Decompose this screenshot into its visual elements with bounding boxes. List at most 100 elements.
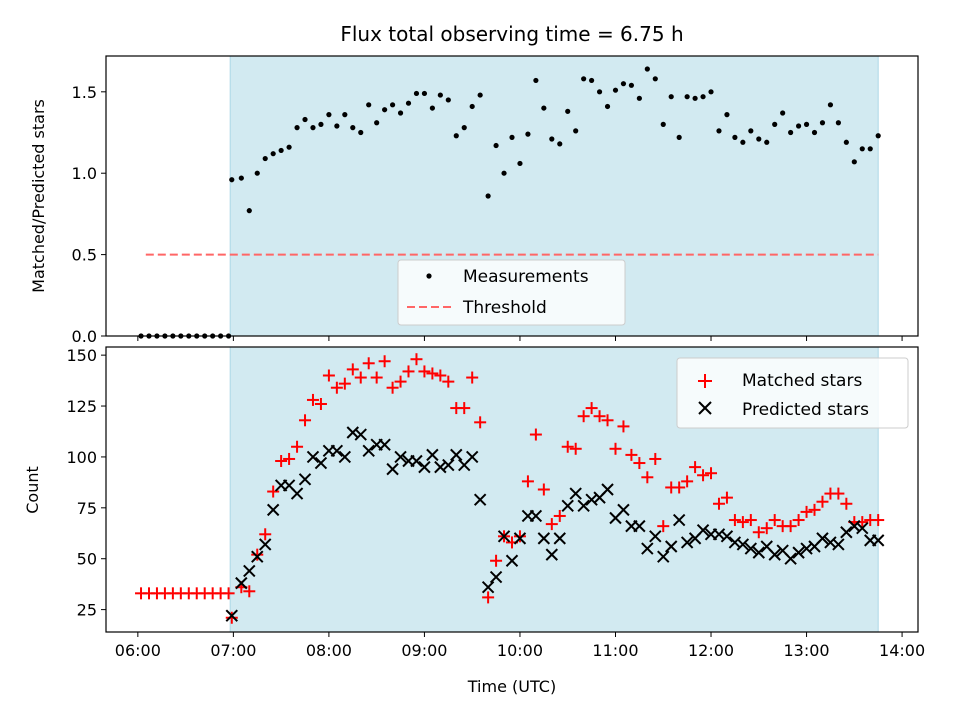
predicted-point	[505, 554, 519, 567]
predicted-point	[720, 530, 734, 543]
predicted-point	[426, 448, 439, 462]
matched-point	[442, 375, 455, 388]
matched-point	[553, 509, 566, 522]
measurement-point	[620, 81, 627, 87]
predicted-point	[378, 438, 391, 451]
measurement-point	[867, 146, 873, 152]
measurement-point	[684, 94, 690, 100]
predicted-point	[418, 460, 431, 474]
top-panel: 0.0 0.5 1.0 1.5 Matched/Predicted stars Mea…	[29, 55, 919, 346]
measurement-point	[397, 110, 404, 116]
matched-point	[601, 414, 614, 427]
matched-point	[872, 514, 885, 527]
predicted-point	[243, 564, 256, 578]
x-tick-label: 13:00	[783, 641, 829, 660]
predicted-point	[386, 462, 399, 476]
measurement-point	[716, 128, 722, 134]
bottom-y-tick-label: 50	[77, 550, 97, 569]
matched-point	[808, 503, 821, 516]
predicted-point	[792, 546, 805, 559]
measurement-point	[445, 97, 451, 103]
predicted-point	[290, 487, 304, 500]
measurement-point	[254, 170, 260, 176]
measurement-point	[437, 92, 443, 98]
measurement-point	[859, 146, 865, 152]
measurement-point	[827, 102, 834, 108]
measurement-point	[541, 105, 547, 111]
legend-matched-marker	[698, 374, 712, 388]
matched-point	[537, 483, 550, 496]
measurement-point	[652, 76, 658, 82]
measurement-point	[493, 142, 499, 149]
measurement-point	[668, 94, 674, 100]
matched-point	[394, 375, 407, 388]
matched-point	[736, 516, 749, 529]
matched-point	[784, 520, 797, 533]
matched-point	[283, 452, 296, 465]
measurement-point	[262, 155, 268, 162]
measurement-point	[477, 92, 483, 98]
matched-point	[585, 402, 598, 415]
matched-point	[545, 518, 558, 531]
measurement-point	[318, 121, 324, 127]
predicted-point	[465, 450, 479, 464]
matched-point	[529, 428, 542, 441]
predicted-point	[736, 538, 750, 551]
measurement-point	[302, 116, 308, 123]
predicted-point	[330, 444, 344, 458]
measurement-point	[389, 102, 396, 108]
matched-point	[744, 514, 757, 527]
predicted-point	[871, 534, 885, 547]
matched-point	[728, 514, 741, 527]
predicted-point	[298, 473, 312, 486]
predicted-point	[696, 524, 710, 537]
matched-point	[792, 514, 805, 527]
measurement-point	[421, 90, 428, 97]
measurement-point	[756, 136, 762, 142]
measurement-point	[780, 110, 786, 116]
predicted-point	[410, 454, 423, 468]
matched-point	[402, 365, 415, 378]
measurement-point	[764, 139, 770, 145]
predicted-point	[450, 448, 463, 462]
x-tick-label: 14:00	[879, 641, 925, 660]
top-y-tick-label: 1.0	[72, 164, 97, 183]
x-tick-label: 09:00	[401, 641, 447, 660]
x-axis-label: Time (UTC)	[467, 677, 556, 696]
measurement-point	[875, 133, 881, 139]
predicted-point	[537, 532, 551, 545]
measurement-point	[413, 90, 420, 97]
measurement-point	[326, 112, 332, 118]
matched-point	[291, 440, 304, 453]
bottom-y-tick-label: 125	[66, 397, 97, 416]
measurement-point	[334, 123, 340, 129]
matched-point	[225, 611, 238, 624]
measurement-point	[636, 95, 642, 101]
measurement-point	[405, 100, 412, 106]
measurement-point	[811, 129, 818, 136]
matched-point	[418, 365, 431, 378]
matched-point	[561, 440, 574, 453]
matched-point	[625, 448, 638, 461]
measurement-point	[278, 147, 284, 154]
matched-point	[697, 469, 710, 482]
measurement-point	[238, 175, 244, 181]
predicted-point	[617, 503, 630, 517]
top-y-tick-label: 1.5	[72, 83, 97, 102]
matched-point	[482, 591, 495, 604]
top-plot-frame	[105, 55, 919, 337]
matched-point	[752, 526, 765, 539]
measurement-point	[676, 134, 682, 140]
predicted-point	[497, 530, 511, 543]
predicted-point	[744, 542, 758, 555]
measurement-point	[565, 108, 571, 114]
measurement-point	[453, 133, 459, 139]
predicted-point	[680, 536, 694, 549]
measurement-point	[310, 125, 316, 131]
x-tick-label: 11:00	[592, 641, 638, 660]
bottom-y-axis-label: Count	[23, 466, 42, 514]
measurement-point	[708, 89, 714, 95]
measurement-point	[740, 139, 746, 145]
matched-point	[410, 353, 423, 366]
matched-point	[354, 371, 367, 384]
